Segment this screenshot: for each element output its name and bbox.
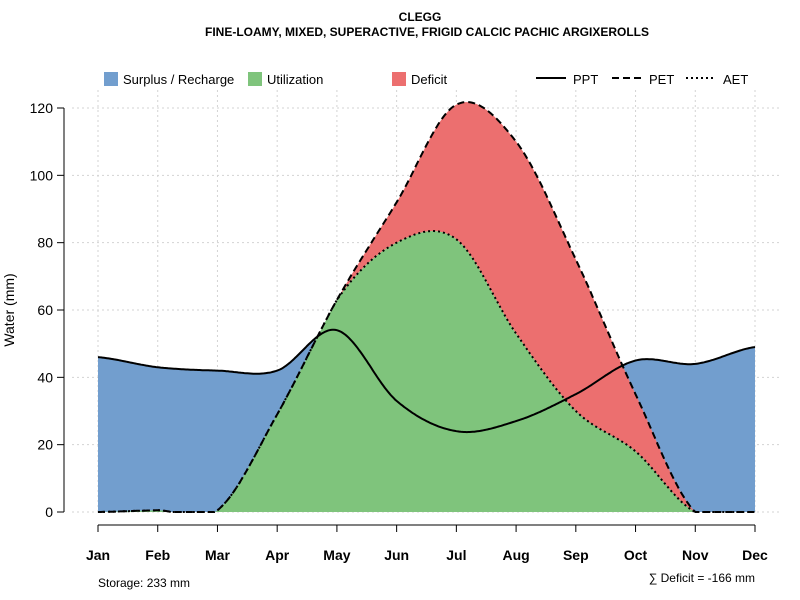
- storage-note: Storage: 233 mm: [98, 576, 190, 590]
- x-tick-label: Jun: [384, 547, 409, 563]
- legend-label-aet: AET: [723, 72, 748, 87]
- x-tick-label: Oct: [624, 547, 648, 563]
- x-tick-label: Apr: [265, 547, 290, 563]
- x-tick-label: Dec: [742, 547, 768, 563]
- deficit-note: ∑ Deficit = -166 mm: [649, 571, 755, 585]
- y-tick-label: 60: [37, 302, 53, 318]
- x-tick-label: Sep: [563, 547, 589, 563]
- chart-title: CLEGG: [399, 10, 442, 24]
- legend-swatch-utilization: [248, 72, 262, 86]
- axes: 0 20 40 60 80 100 120 Jan Feb Mar Apr May Jun Jul Aug S…: [30, 100, 768, 563]
- series-lines: [97, 101, 756, 513]
- x-tick-label: Nov: [682, 547, 709, 563]
- x-tick-label: Jul: [446, 547, 466, 563]
- y-tick-label: 100: [30, 167, 54, 183]
- y-tick-label: 20: [37, 437, 53, 453]
- chart-subtitle: FINE-LOAMY, MIXED, SUPERACTIVE, FRIGID C…: [205, 25, 649, 39]
- area-utilization: [98, 231, 755, 512]
- x-tick-label: Aug: [502, 547, 529, 563]
- x-tick-label: Mar: [205, 547, 230, 563]
- legend-label-ppt: PPT: [573, 72, 598, 87]
- legend-label-deficit: Deficit: [411, 72, 448, 87]
- y-tick-label: 0: [45, 504, 53, 520]
- legend-label-pet: PET: [649, 72, 674, 87]
- legend-swatch-surplus: [104, 72, 118, 86]
- y-axis-label: Water (mm): [1, 273, 17, 346]
- legend-label-utilization: Utilization: [267, 72, 323, 87]
- series-line-pet: [98, 101, 755, 513]
- legend-label-surplus: Surplus / Recharge: [123, 72, 234, 87]
- x-tick-label: May: [323, 547, 350, 563]
- area-deficit: [98, 102, 755, 512]
- filled-areas: [98, 102, 755, 512]
- y-tick-label: 80: [37, 235, 53, 251]
- y-tick-label: 40: [37, 369, 53, 385]
- x-tick-label: Jan: [86, 547, 110, 563]
- y-tick-label: 120: [30, 100, 54, 116]
- legend: Surplus / Recharge Utilization Deficit P…: [104, 72, 748, 87]
- legend-swatch-deficit: [392, 72, 406, 86]
- x-tick-label: Feb: [145, 547, 170, 563]
- series-line-ppt: [97, 328, 756, 434]
- series-line-aet: [98, 230, 755, 513]
